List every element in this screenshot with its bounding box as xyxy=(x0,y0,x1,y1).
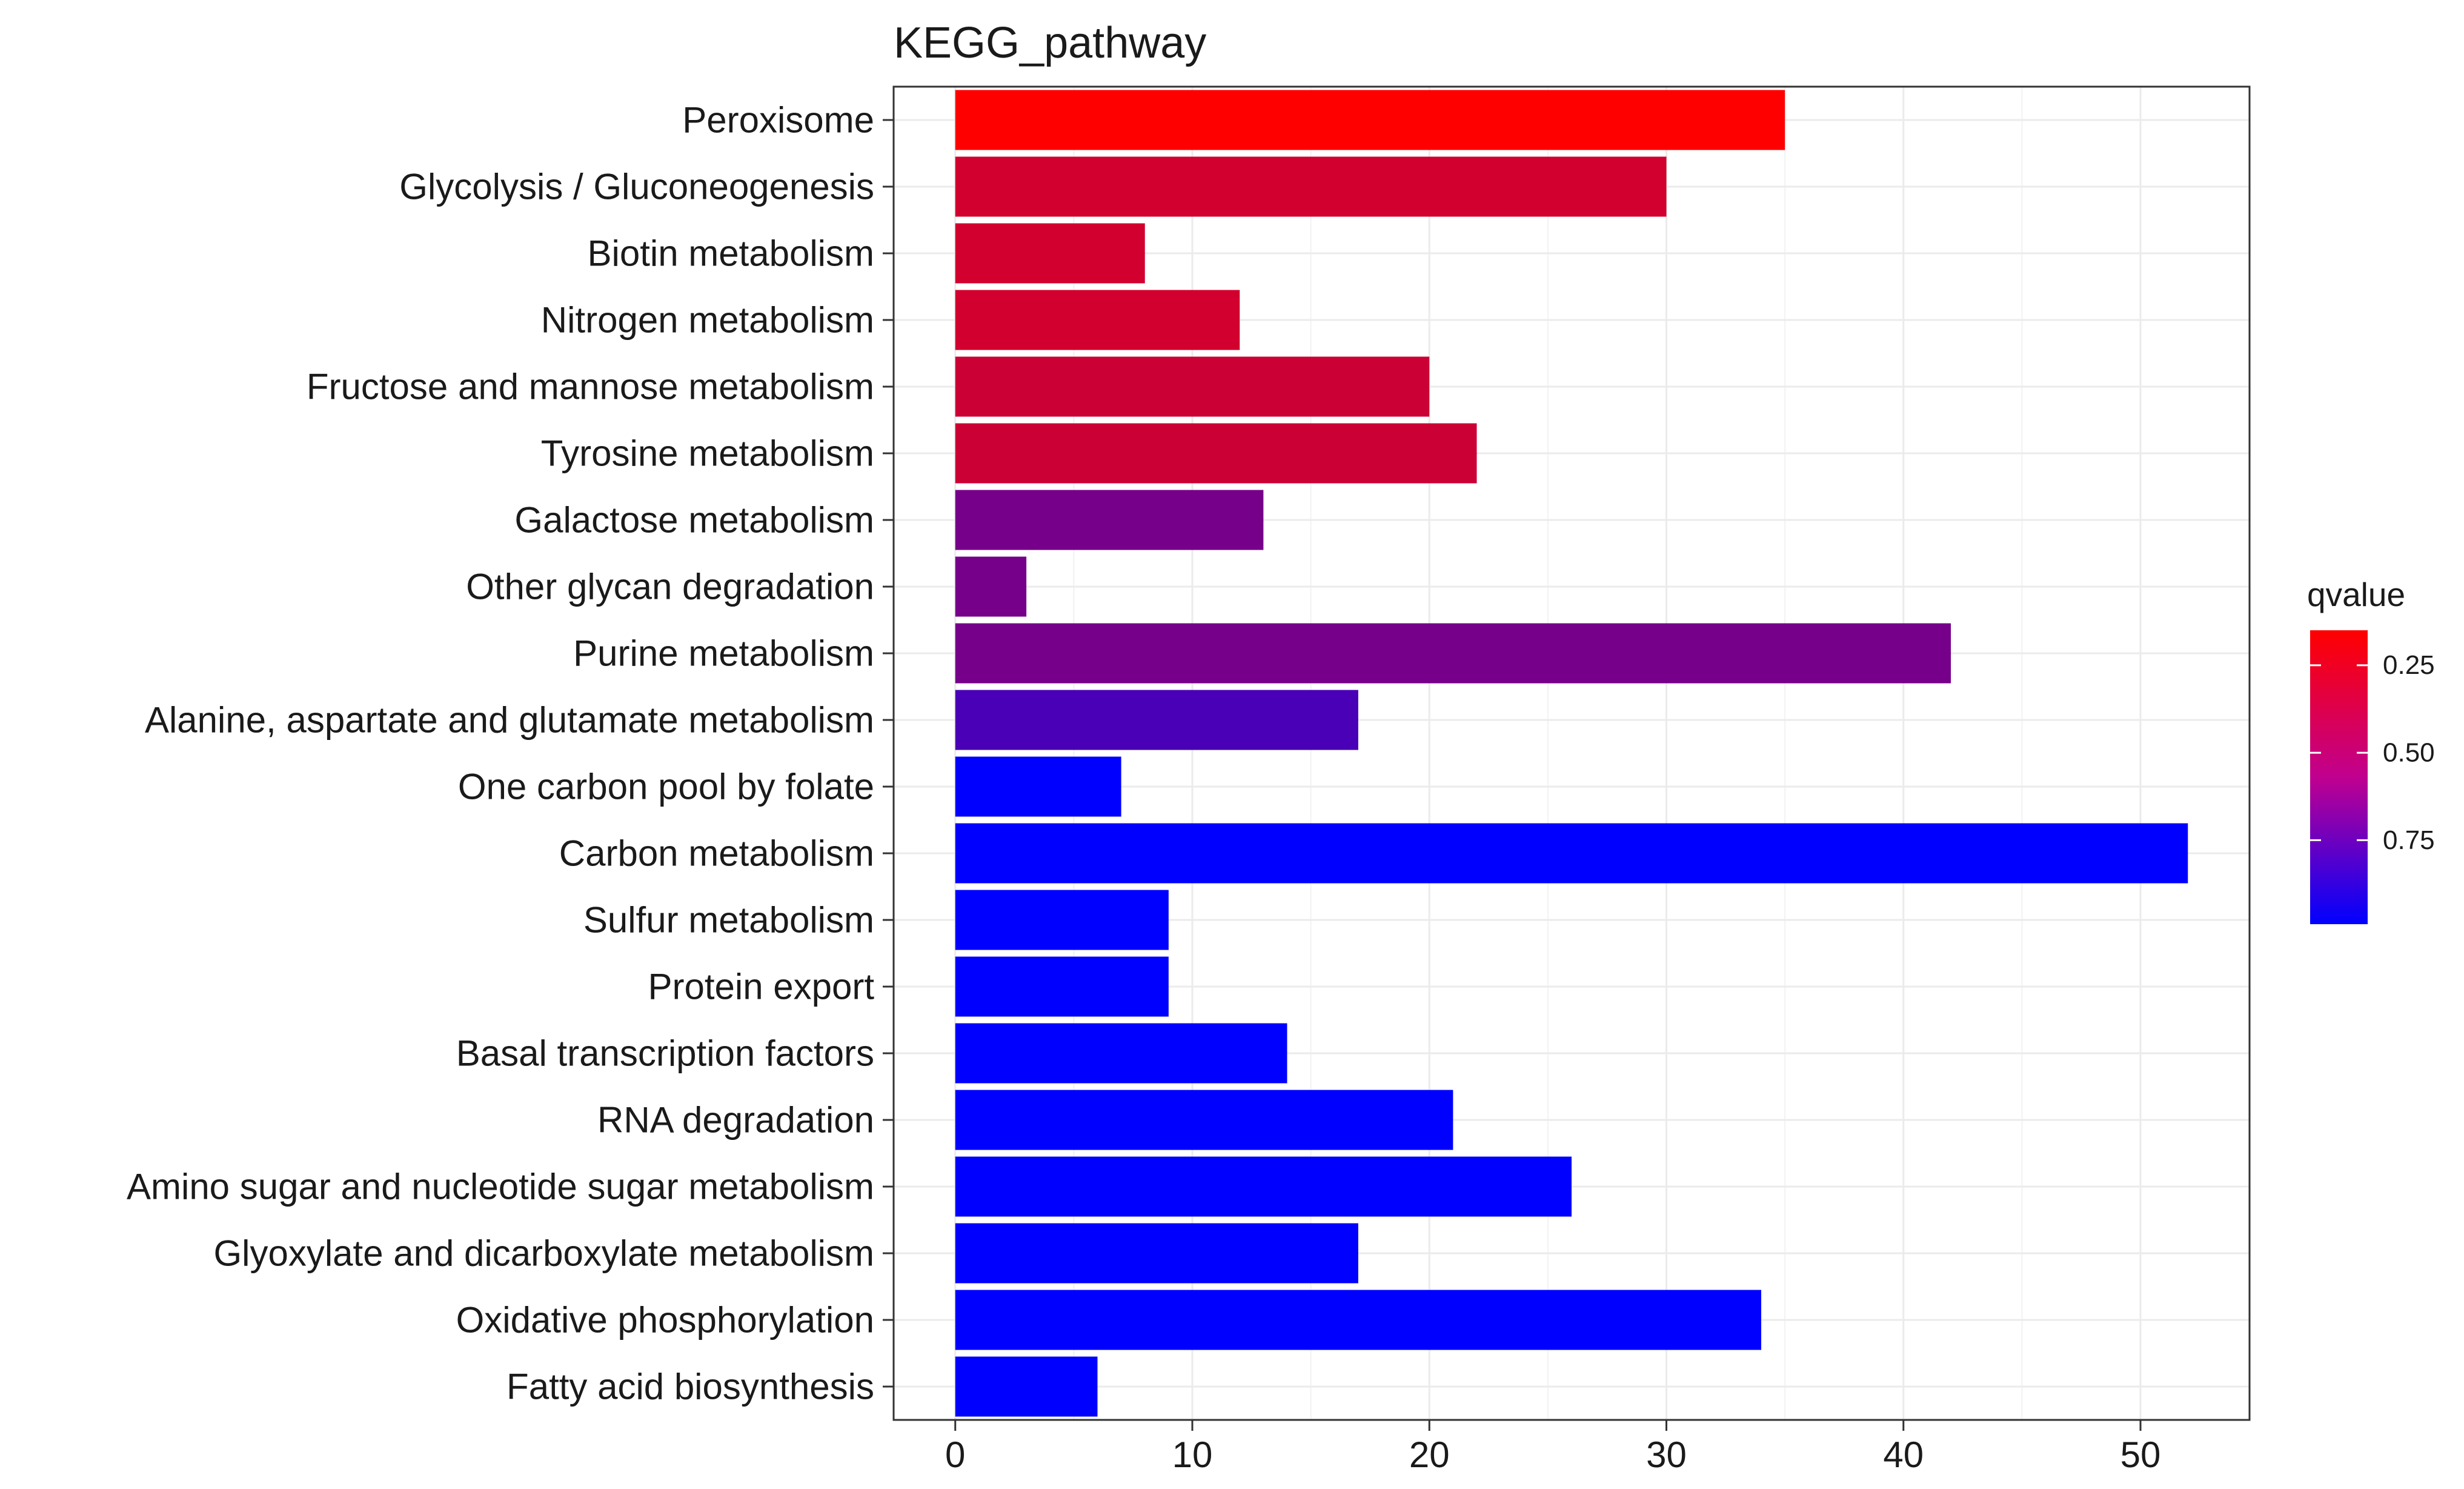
bar-tyrosine-metabolism xyxy=(955,423,1477,484)
y-tick-label: Alanine, aspartate and glutamate metabol… xyxy=(145,700,874,741)
x-tick-label: 30 xyxy=(1646,1434,1687,1475)
bar-peroxisome xyxy=(955,90,1785,150)
bar-glycolysis-gluconeogenesis xyxy=(955,156,1667,217)
legend-colorbar xyxy=(2310,630,2368,924)
x-tick-label: 50 xyxy=(2120,1434,2161,1475)
bar-protein-export xyxy=(955,956,1169,1017)
legend-tick-label: 0.25 xyxy=(2383,650,2435,680)
y-tick-label: Amino sugar and nucleotide sugar metabol… xyxy=(127,1167,874,1207)
bar-amino-sugar-and-nucleotide-sugar-metabolism xyxy=(955,1156,1572,1217)
y-tick-label: Glycolysis / Gluconeogenesis xyxy=(399,167,874,207)
y-tick-label: Galactose metabolism xyxy=(514,500,874,541)
x-axis: 0 10 20 30 40 50 xyxy=(945,1420,2160,1475)
legend: qvalue 0.25 0.50 0.75 xyxy=(2307,576,2435,924)
bar-other-glycan-degradation xyxy=(955,556,1027,617)
bar-basal-transcription-factors xyxy=(955,1023,1287,1084)
y-tick-label: Biotin metabolism xyxy=(587,233,874,274)
legend-tick-label: 0.75 xyxy=(2383,825,2435,855)
legend-title: qvalue xyxy=(2307,576,2405,613)
y-tick-label: Nitrogen metabolism xyxy=(541,300,874,341)
bar-alanine-aspartate-and-glutamate-metabolism xyxy=(955,690,1358,750)
y-tick-label: Other glycan degradation xyxy=(466,567,874,607)
x-tick-label: 10 xyxy=(1172,1434,1213,1475)
bar-purine-metabolism xyxy=(955,623,1951,684)
bar-one-carbon-pool-by-folate xyxy=(955,756,1121,817)
bar-fatty-acid-biosynthesis xyxy=(955,1356,1098,1417)
y-tick-label: RNA degradation xyxy=(597,1100,874,1141)
y-tick-label: Basal transcription factors xyxy=(456,1033,874,1074)
y-tick-label: One carbon pool by folate xyxy=(458,767,874,807)
bar-biotin-metabolism xyxy=(955,223,1145,284)
y-tick-label: Fatty acid biosynthesis xyxy=(506,1367,874,1407)
y-axis: Peroxisome Glycolysis / Gluconeogenesis Bi… xyxy=(127,100,894,1407)
y-tick-label: Tyrosine metabolism xyxy=(541,433,874,474)
bar-sulfur-metabolism xyxy=(955,890,1169,950)
legend-tick-label: 0.50 xyxy=(2383,738,2435,768)
y-tick-label: Fructose and mannose metabolism xyxy=(307,367,874,407)
y-tick-label: Purine metabolism xyxy=(573,633,874,674)
bar-oxidative-phosphorylation xyxy=(955,1290,1762,1350)
bar-carbon-metabolism xyxy=(955,823,2188,884)
x-tick-label: 20 xyxy=(1409,1434,1450,1475)
bar-fructose-and-mannose-metabolism xyxy=(955,356,1430,417)
y-tick-label: Glyoxylate and dicarboxylate metabolism xyxy=(213,1233,874,1274)
plot-panel-border xyxy=(892,85,2251,1421)
chart-title: KEGG_pathway xyxy=(894,19,1206,67)
y-tick-label: Sulfur metabolism xyxy=(583,900,874,941)
bar-rna-degradation xyxy=(955,1090,1453,1150)
plot-panel-background xyxy=(894,87,2250,1420)
x-tick-label: 40 xyxy=(1883,1434,1924,1475)
bars xyxy=(955,90,2188,1417)
bar-galactose-metabolism xyxy=(955,490,1264,550)
x-tick-label: 0 xyxy=(945,1434,965,1475)
y-tick-label: Peroxisome xyxy=(682,100,874,141)
y-tick-label: Carbon metabolism xyxy=(559,833,874,874)
bar-glyoxylate-and-dicarboxylate-metabolism xyxy=(955,1223,1358,1284)
y-tick-label: Protein export xyxy=(648,967,874,1007)
y-tick-label: Oxidative phosphorylation xyxy=(456,1300,874,1341)
bar-nitrogen-metabolism xyxy=(955,290,1240,350)
